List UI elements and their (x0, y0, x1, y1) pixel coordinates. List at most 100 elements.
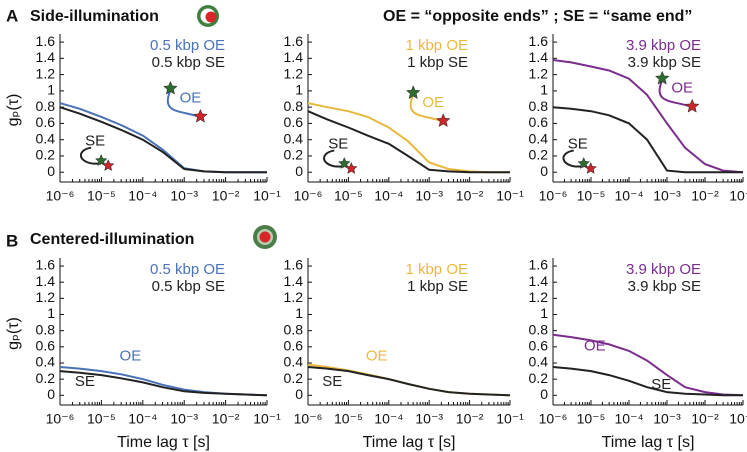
y-tick-label: 1 (540, 82, 548, 98)
x-tick-label: 10⁻² (691, 188, 719, 204)
annotation: OE (366, 347, 388, 364)
x-tick-label: 10⁻³ (170, 411, 198, 427)
dna-end-star (101, 159, 115, 172)
y-tick-label: 0.6 (36, 338, 56, 354)
annotation: SE (568, 136, 588, 153)
x-tick-label: 10⁻³ (170, 188, 198, 204)
series-line (552, 333, 744, 397)
x-tick-label: 10⁻¹ (253, 188, 281, 204)
series-line (307, 110, 510, 174)
dna-end-star (684, 98, 700, 113)
y-tick-label: 0.6 (36, 114, 56, 130)
x-tick-label: 10⁻⁴ (128, 411, 157, 427)
legend-label: 1 kbp SE (407, 54, 468, 71)
x-axis-label: Time lag τ [s] (602, 434, 695, 451)
dna-end-star (405, 85, 421, 100)
y-tick-label: 1.4 (284, 49, 304, 65)
x-tick-label: 10⁻¹ (253, 411, 281, 427)
y-tick-label: 0.2 (36, 370, 56, 386)
y-tick-label: 1.4 (529, 273, 549, 289)
y-tick-label: 0.8 (36, 321, 56, 337)
annotation: OE (671, 79, 693, 96)
x-tick-label: 10⁻³ (653, 188, 681, 204)
x-tick-label: 10⁻⁶ (539, 188, 568, 204)
y-tick-label: 0.8 (529, 321, 549, 337)
illumination-icon (197, 5, 219, 27)
x-tick-label: 10⁻⁴ (374, 188, 403, 204)
dna-strand (658, 80, 691, 108)
dna-strand (323, 149, 345, 168)
y-tick-label: 1 (47, 305, 55, 321)
dna-end-star (344, 161, 358, 174)
y-tick-label: 0.2 (284, 370, 304, 386)
series-line (552, 366, 743, 397)
x-tick-label: 10⁻² (456, 188, 484, 204)
y-tick-label: 0.4 (529, 130, 549, 146)
x-tick-label: 10⁻⁵ (577, 411, 606, 427)
legend-label: 3.9 kbp OE (626, 261, 701, 278)
y-tick-label: 0.4 (36, 130, 56, 146)
x-tick-label: 10⁻¹ (729, 188, 747, 204)
y-tick-label: 0 (47, 163, 55, 179)
y-tick-label: 1 (540, 305, 548, 321)
annotation: OE (422, 94, 444, 111)
row-title: Centered-illumination (30, 231, 194, 248)
x-tick-label: 10⁻⁵ (334, 188, 363, 204)
series-line (552, 59, 744, 174)
dna-strand (562, 149, 584, 168)
y-tick-label: 0.6 (284, 114, 304, 130)
x-tick-label: 10⁻¹ (496, 188, 524, 204)
y-tick-label: 0.8 (529, 98, 549, 114)
annotation: SE (85, 133, 105, 150)
y-tick-label: 1.6 (529, 257, 549, 273)
y-tick-label: 0.6 (529, 114, 549, 130)
legend-label: 3.9 kbp SE (628, 278, 701, 295)
x-tick-label: 10⁻⁵ (87, 411, 116, 427)
x-tick-label: 10⁻⁶ (294, 411, 323, 427)
y-tick-label: 1 (295, 82, 303, 98)
x-tick-label: 10⁻⁴ (615, 188, 644, 204)
x-tick-label: 10⁻² (691, 411, 719, 427)
y-tick-label: 0.2 (284, 147, 304, 163)
y-tick-label: 0.8 (36, 98, 56, 114)
y-tick-label: 1.6 (284, 33, 304, 49)
x-tick-label: 10⁻² (456, 411, 484, 427)
x-tick-label: 10⁻⁵ (334, 411, 363, 427)
x-tick-label: 10⁻³ (653, 411, 681, 427)
y-tick-label: 1.6 (36, 257, 56, 273)
dna-end-star (584, 161, 598, 174)
y-tick-label: 1.4 (36, 273, 56, 289)
dna-strand (166, 90, 199, 118)
legend-note: OE = “opposite ends” ; SE = “same end” (383, 8, 692, 25)
dna-strand (409, 94, 442, 122)
series-line (552, 106, 743, 174)
series-line (59, 106, 267, 174)
y-tick-label: 1.6 (529, 33, 549, 49)
annotation: SE (75, 373, 95, 390)
x-tick-label: 10⁻⁴ (615, 411, 644, 427)
x-tick-label: 10⁻¹ (496, 411, 524, 427)
y-tick-label: 0 (540, 163, 548, 179)
panel-letter: A (6, 6, 18, 25)
annotation: SE (651, 376, 671, 393)
y-tick-label: 1.6 (36, 33, 56, 49)
dna-end-star (435, 113, 451, 128)
y-tick-label: 1.4 (36, 49, 56, 65)
y-tick-label: 0.2 (529, 147, 549, 163)
row-title: Side-illumination (30, 8, 159, 25)
y-axis-label: gₚ(τ) (5, 317, 22, 350)
y-tick-label: 1.4 (529, 49, 549, 65)
y-tick-label: 0 (295, 163, 303, 179)
legend-label: 0.5 kbp SE (152, 54, 225, 71)
y-tick-label: 1.4 (284, 273, 304, 289)
legend-label: 3.9 kbp SE (628, 54, 701, 71)
y-tick-label: 1.2 (284, 289, 304, 305)
y-tick-label: 0 (295, 386, 303, 402)
y-tick-label: 0.8 (284, 321, 304, 337)
x-tick-label: 10⁻⁵ (87, 188, 116, 204)
panel-letter: B (6, 231, 18, 250)
legend-label: 1 kbp SE (407, 278, 468, 295)
dna-end-star (94, 154, 108, 167)
legend-label: 1 kbp OE (405, 261, 468, 278)
